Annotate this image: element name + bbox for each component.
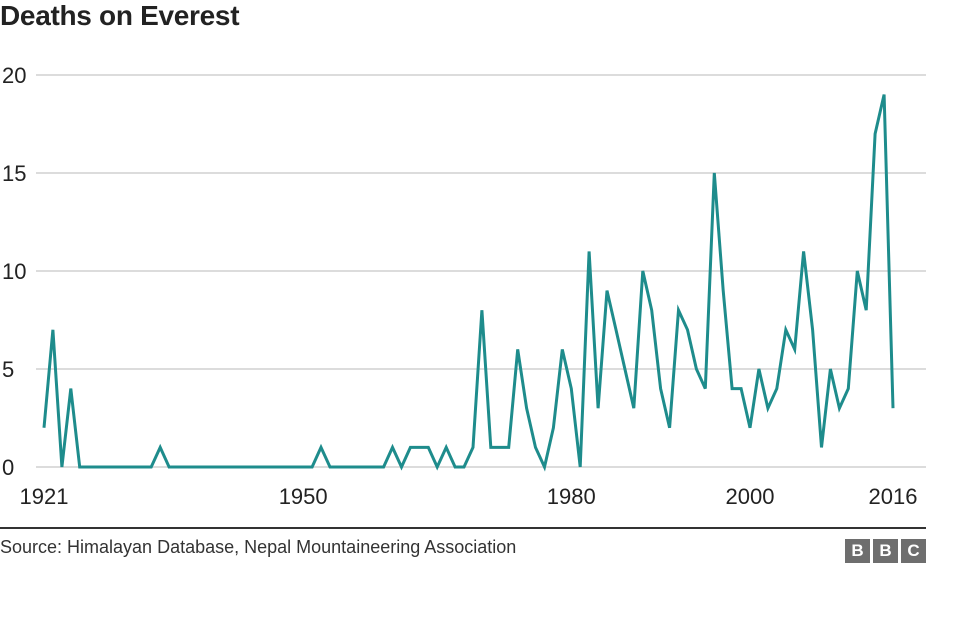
footer-divider	[0, 527, 926, 529]
x-tick-label: 2000	[726, 484, 775, 509]
chart-title: Deaths on Everest	[0, 0, 240, 31]
x-axis-ticks: 1921 1950 1980 2000 2016	[20, 484, 918, 509]
x-tick-label: 1921	[20, 484, 69, 509]
bbc-logo-letter: B	[873, 539, 898, 563]
bbc-logo-letter: C	[901, 539, 926, 563]
y-tick-label: 5	[2, 357, 14, 382]
series-line-0	[42, 94, 895, 472]
x-tick-label: 2016	[869, 484, 918, 509]
gridlines	[36, 74, 926, 468]
y-tick-label: 10	[2, 259, 26, 284]
y-axis-ticks: 0 5 10 15 20	[2, 63, 26, 480]
x-tick-label: 1950	[279, 484, 328, 509]
series-layer	[42, 94, 895, 472]
y-tick-label: 20	[2, 63, 26, 88]
y-tick-label: 15	[2, 161, 26, 186]
y-tick-label: 0	[2, 455, 14, 480]
x-tick-label: 1980	[547, 484, 596, 509]
source-note: Source: Himalayan Database, Nepal Mounta…	[0, 537, 517, 557]
bbc-logo-letter: B	[845, 539, 870, 563]
